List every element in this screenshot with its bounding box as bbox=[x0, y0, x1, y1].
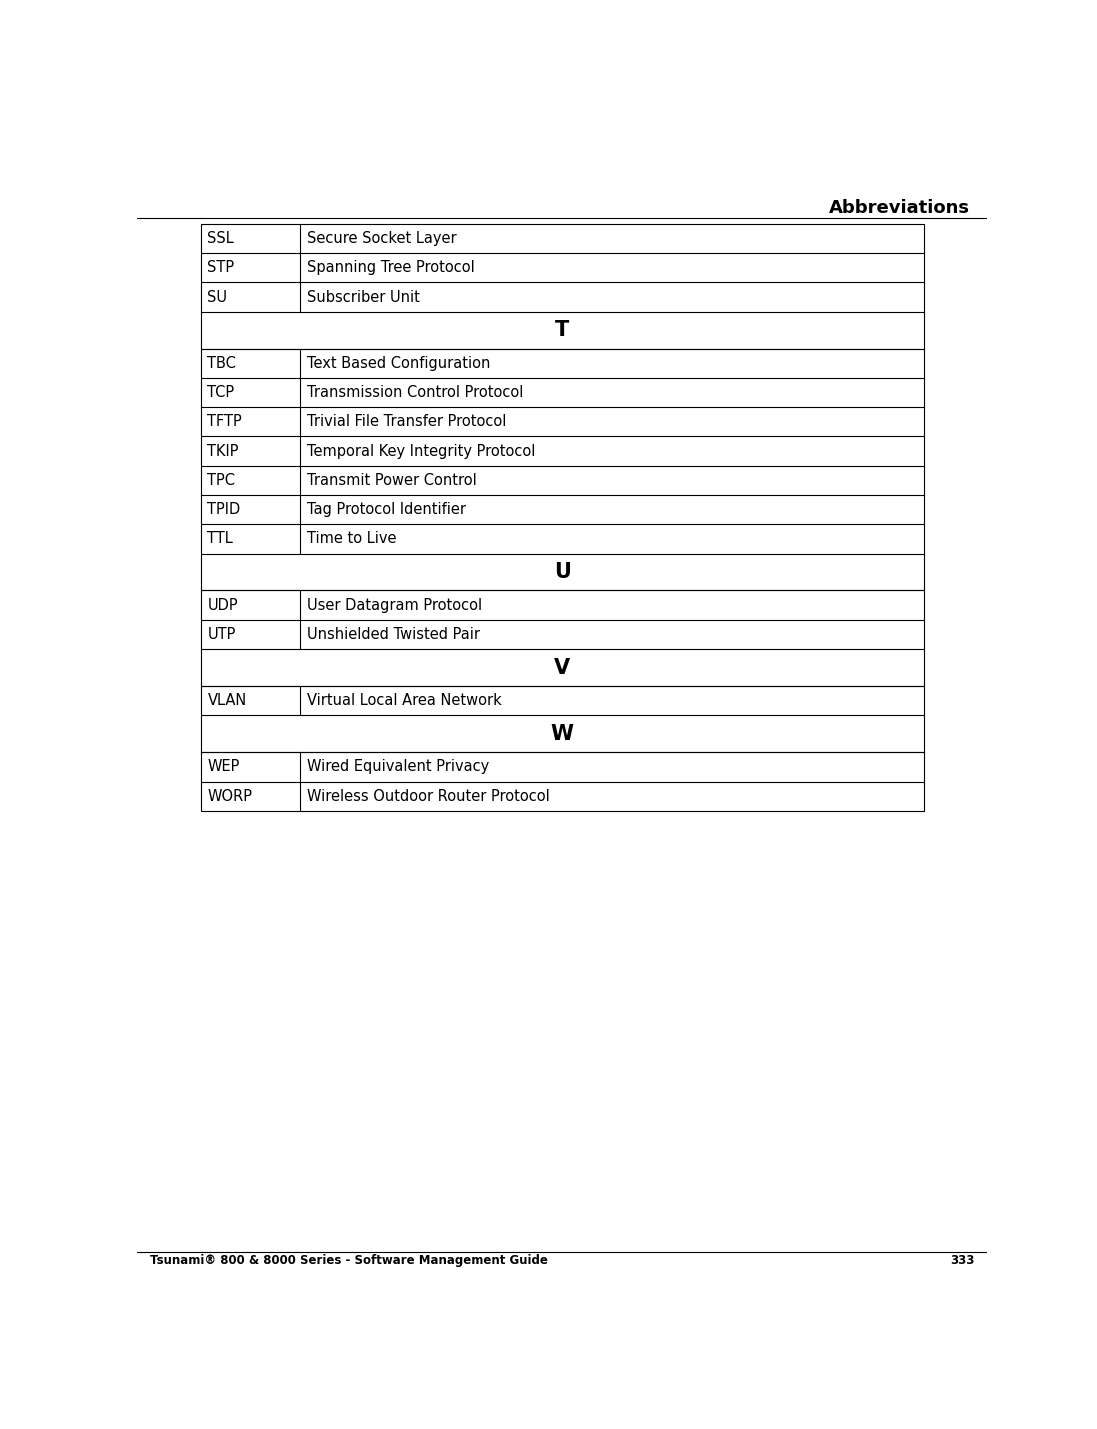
Text: TKIP: TKIP bbox=[207, 443, 239, 459]
Text: STP: STP bbox=[207, 260, 235, 276]
Text: Tsunami® 800 & 8000 Series - Software Management Guide: Tsunami® 800 & 8000 Series - Software Ma… bbox=[150, 1255, 547, 1268]
Text: SU: SU bbox=[207, 290, 227, 304]
Bar bbox=[201, 224, 924, 810]
Text: TPID: TPID bbox=[207, 502, 240, 517]
Text: TBC: TBC bbox=[207, 356, 236, 370]
Text: TPC: TPC bbox=[207, 473, 236, 487]
Text: Transmission Control Protocol: Transmission Control Protocol bbox=[307, 384, 523, 400]
Text: UTP: UTP bbox=[207, 627, 236, 642]
Text: TCP: TCP bbox=[207, 384, 235, 400]
Text: T: T bbox=[555, 320, 569, 340]
Text: Unshielded Twisted Pair: Unshielded Twisted Pair bbox=[307, 627, 479, 642]
Text: Abbreviations: Abbreviations bbox=[829, 199, 971, 217]
Text: Spanning Tree Protocol: Spanning Tree Protocol bbox=[307, 260, 474, 276]
Text: VLAN: VLAN bbox=[207, 693, 247, 709]
Text: 333: 333 bbox=[950, 1255, 974, 1268]
Text: Trivial File Transfer Protocol: Trivial File Transfer Protocol bbox=[307, 414, 506, 429]
Text: Text Based Configuration: Text Based Configuration bbox=[307, 356, 490, 370]
Text: UDP: UDP bbox=[207, 597, 238, 613]
Text: Wired Equivalent Privacy: Wired Equivalent Privacy bbox=[307, 759, 489, 775]
Text: Secure Socket Layer: Secure Socket Layer bbox=[307, 231, 456, 246]
Text: WORP: WORP bbox=[207, 789, 252, 803]
Text: W: W bbox=[551, 723, 574, 743]
Text: WEP: WEP bbox=[207, 759, 240, 775]
Text: U: U bbox=[554, 562, 570, 582]
Text: TFTP: TFTP bbox=[207, 414, 242, 429]
Text: Transmit Power Control: Transmit Power Control bbox=[307, 473, 476, 487]
Text: Subscriber Unit: Subscriber Unit bbox=[307, 290, 419, 304]
Text: Virtual Local Area Network: Virtual Local Area Network bbox=[307, 693, 501, 709]
Text: TTL: TTL bbox=[207, 532, 234, 546]
Text: V: V bbox=[554, 657, 570, 677]
Text: Temporal Key Integrity Protocol: Temporal Key Integrity Protocol bbox=[307, 443, 535, 459]
Text: Wireless Outdoor Router Protocol: Wireless Outdoor Router Protocol bbox=[307, 789, 550, 803]
Text: Time to Live: Time to Live bbox=[307, 532, 396, 546]
Text: Tag Protocol Identifier: Tag Protocol Identifier bbox=[307, 502, 465, 517]
Text: User Datagram Protocol: User Datagram Protocol bbox=[307, 597, 482, 613]
Text: SSL: SSL bbox=[207, 231, 234, 246]
